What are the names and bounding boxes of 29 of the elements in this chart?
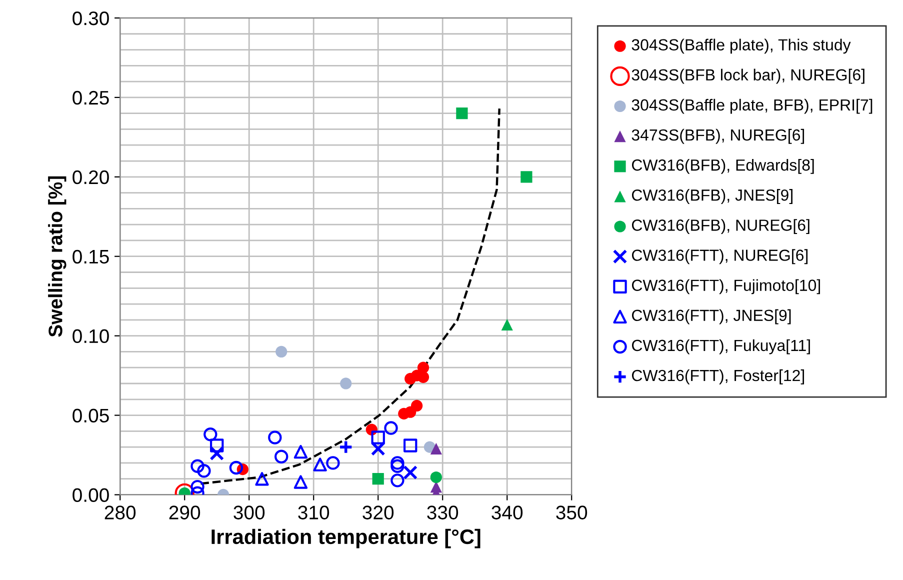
legend-label: CW316(FTT), JNES[9] xyxy=(632,309,791,324)
legend-label: CW316(FTT), Fujimoto[10] xyxy=(632,279,820,294)
legend-label: 304SS(BFB lock bar), NUREG[6] xyxy=(632,68,864,84)
y-tick-label: 0.20 xyxy=(72,170,109,184)
x-tick-label: 340 xyxy=(492,506,523,520)
legend-label: CW316(FTT), Foster[12] xyxy=(632,369,804,384)
legend-label: CW316(BFB), NUREG[6] xyxy=(632,219,810,234)
y-tick-label: 0.05 xyxy=(72,408,109,423)
x-tick-label: 290 xyxy=(169,506,200,520)
legend-label: CW316(FTT), NUREG[6] xyxy=(632,249,808,264)
y-tick-label: 0.00 xyxy=(72,488,109,502)
x-tick-label: 330 xyxy=(427,506,458,520)
x-axis-title: Irradiation temperature [°C] xyxy=(212,528,480,548)
legend-label: 304SS(Baffle plate, BFB), EPRI[7] xyxy=(632,98,872,114)
x-tick-label: 280 xyxy=(104,506,136,520)
y-tick-label: 0.15 xyxy=(72,250,109,264)
legend-label: 347SS(BFB), NUREG[6] xyxy=(632,128,804,144)
legend-label: CW316(FTT), Fukuya[11] xyxy=(632,339,810,354)
x-tick-label: 320 xyxy=(362,506,394,520)
x-tick-label: 350 xyxy=(556,506,588,520)
x-tick-label: 300 xyxy=(234,506,265,520)
legend-label: CW316(BFB), Edwards[8] xyxy=(632,158,814,174)
y-tick-label: 0.10 xyxy=(72,329,109,344)
x-tick-label: 310 xyxy=(298,506,330,520)
legend-label: CW316(BFB), JNES[9] xyxy=(632,189,792,204)
legend-label: 304SS(Baffle plate), This study xyxy=(632,38,851,54)
y-tick-label: 0.30 xyxy=(72,11,109,26)
y-axis-title: Swelling ratio [%] xyxy=(48,176,66,337)
y-tick-label: 0.25 xyxy=(72,90,109,105)
